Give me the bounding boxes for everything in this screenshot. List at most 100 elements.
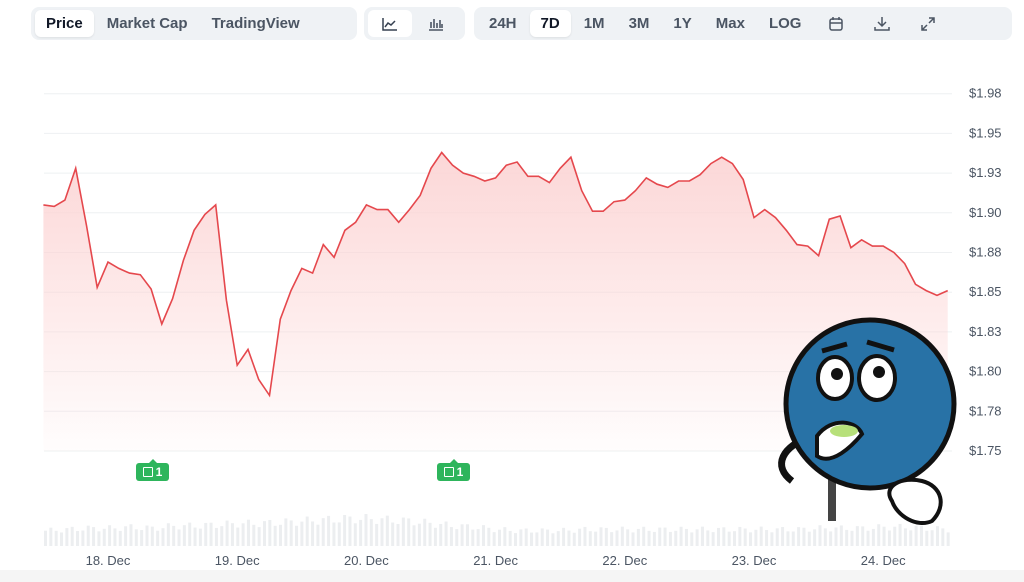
volume-bar: [156, 530, 160, 546]
volume-bar: [433, 527, 437, 546]
volume-bar: [882, 526, 886, 546]
volume-bar: [113, 528, 117, 546]
volume-bar: [92, 527, 96, 546]
volume-bar: [551, 533, 555, 546]
news-marker[interactable]: 1: [437, 459, 470, 481]
volume-bar: [407, 518, 411, 546]
volume-bar: [481, 525, 485, 546]
volume-bar: [396, 523, 400, 546]
range-1y[interactable]: 1Y: [673, 15, 692, 32]
tab-tradingview[interactable]: TradingView: [211, 15, 300, 32]
volume-bar: [540, 528, 544, 546]
bottom-edge: [0, 570, 1024, 582]
y-tick-label: $1.85: [969, 284, 1002, 299]
volume-bar: [257, 527, 261, 546]
y-tick-label: $1.83: [969, 324, 1002, 339]
volume-bar: [877, 524, 881, 546]
volume-bar: [786, 531, 790, 546]
news-marker[interactable]: 1: [136, 459, 169, 481]
volume-bar: [770, 532, 774, 546]
volume-bar: [839, 525, 843, 546]
log-toggle[interactable]: LOG: [768, 15, 802, 32]
volume-bar: [241, 523, 245, 546]
volume-bar: [348, 516, 352, 546]
volume-bar: [642, 526, 646, 546]
volume-bar: [556, 531, 560, 546]
volume-bar: [439, 523, 443, 546]
volume-bar: [359, 519, 363, 546]
line-chart-icon[interactable]: [368, 10, 412, 37]
volume-bar: [658, 527, 662, 546]
volume-bar: [919, 525, 923, 546]
volume-bar: [70, 526, 74, 546]
volume-bar: [690, 532, 694, 546]
volume-bar: [380, 518, 384, 546]
volume-bar: [620, 526, 624, 546]
volume-bar: [829, 531, 833, 546]
volume-bar: [385, 515, 389, 546]
range-24h[interactable]: 24H: [489, 15, 517, 32]
y-tick-label: $1.95: [969, 125, 1002, 140]
range-3m[interactable]: 3M: [628, 15, 650, 32]
x-tick-label: 24. Dec: [861, 553, 906, 568]
volume-bar: [460, 524, 464, 546]
volume-bar: [946, 532, 950, 546]
volume-bar: [487, 527, 491, 546]
range-max[interactable]: Max: [715, 15, 745, 32]
volume-bar: [572, 532, 576, 546]
volume-bar: [775, 528, 779, 546]
expand-icon[interactable]: [906, 10, 950, 37]
view-tab-group: Price Market Cap TradingView: [31, 7, 357, 40]
volume-bar: [145, 525, 149, 546]
volume-bar: [759, 526, 763, 546]
range-7d[interactable]: 7D: [529, 10, 571, 37]
y-tick-label: $1.98: [969, 86, 1002, 101]
volume-bar: [594, 531, 598, 546]
volume-bar: [140, 530, 144, 546]
volume-bar: [583, 526, 587, 546]
volume-bar: [935, 526, 939, 546]
volume-bar: [765, 529, 769, 546]
volume-bar: [855, 526, 859, 546]
volume-bar: [316, 524, 320, 546]
download-icon[interactable]: [860, 10, 904, 37]
volume-bar: [204, 522, 208, 546]
volume-bar: [369, 519, 373, 546]
volume-bar: [188, 522, 192, 546]
volume-bar: [733, 531, 737, 546]
news-icon: [443, 467, 454, 477]
volume-bar: [327, 515, 331, 546]
volume-bar: [289, 520, 293, 546]
volume-bar: [353, 523, 357, 546]
price-chart[interactable]: $1.98 $1.95 $1.93 $1.90 $1.88 $1.85 $1.83 $1.80…: [0, 50, 1024, 570]
y-tick-label: $1.78: [969, 403, 1002, 418]
volume-bar: [807, 531, 811, 546]
tab-price[interactable]: Price: [35, 10, 94, 37]
volume-bar: [332, 522, 336, 546]
candlestick-chart-icon[interactable]: [414, 10, 458, 37]
volume-bar: [546, 529, 550, 546]
volume-bar: [134, 529, 138, 546]
tab-market-cap[interactable]: Market Cap: [106, 15, 188, 32]
volume-bar: [845, 529, 849, 546]
volume-bar: [220, 526, 224, 546]
volume-bar: [364, 514, 368, 546]
volume-bar: [925, 530, 929, 546]
volume-bar: [246, 519, 250, 546]
y-tick-label: $1.80: [969, 364, 1002, 379]
volume-bar: [391, 522, 395, 546]
volume-bar: [236, 527, 240, 546]
volume-bar: [535, 532, 539, 546]
volume-bar: [861, 526, 865, 546]
volume-bar: [124, 526, 128, 546]
volume-bar: [519, 529, 523, 546]
volume-bar: [401, 517, 405, 546]
volume-bar: [177, 529, 181, 546]
volume-bar: [311, 521, 315, 546]
range-1m[interactable]: 1M: [583, 15, 605, 32]
calendar-icon[interactable]: [814, 10, 858, 37]
volume-bar: [182, 525, 186, 546]
volume-bar: [871, 528, 875, 546]
y-tick-label: $1.93: [969, 165, 1002, 180]
volume-bar: [465, 524, 469, 546]
